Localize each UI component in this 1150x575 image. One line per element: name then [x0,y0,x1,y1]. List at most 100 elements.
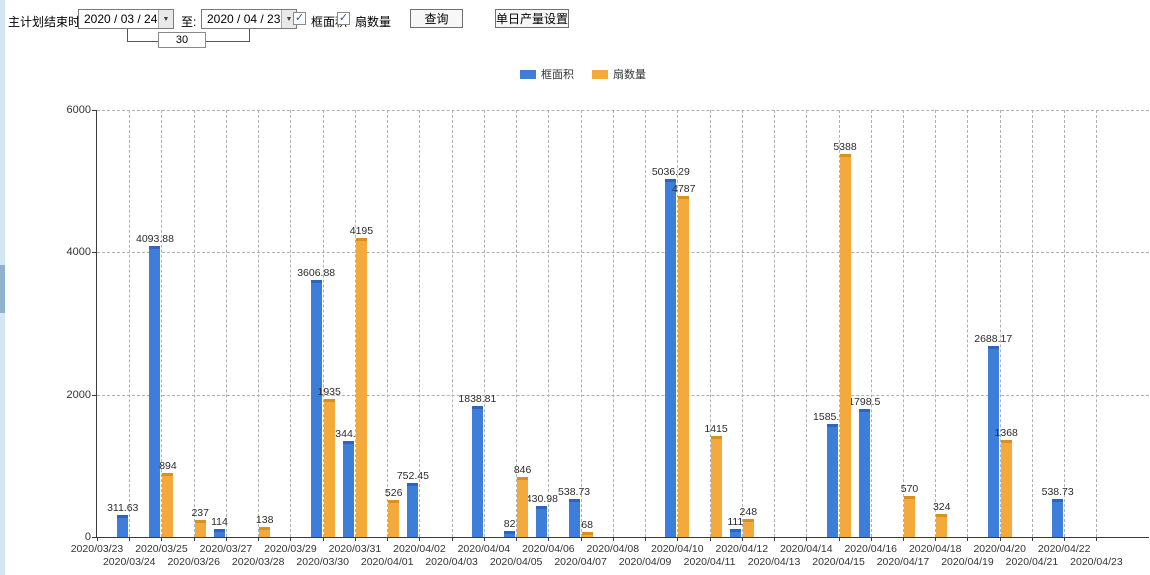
days-input[interactable]: 30 [158,32,206,48]
x-axis-tick [451,537,453,541]
bar-frame-area [342,441,354,537]
bar-value-label: 4093.88 [135,232,174,245]
x-axis-date-label: 2020/03/26 [167,556,220,568]
bar-top-cap [536,506,548,510]
x-axis-tick [1031,537,1033,541]
x-gridline [1031,110,1033,537]
x-axis-date-label: 2020/04/05 [489,556,543,568]
bar-value-label: 538.73 [1041,485,1074,498]
bar-top-cap [568,498,580,502]
x-axis-tick [999,537,1001,541]
bar-value-label: 894 [159,460,177,473]
bar-top-cap [504,531,516,535]
bar-value-label: 752.45 [396,470,429,483]
date-to-value: 2020 / 04 / 23 [207,12,281,26]
bar-chart-plot-area: 0 2000 4000 6000 2020/03/23 2020/03/24 2020/03… [67,104,1149,568]
toolbar: 主计划结束时间: 2020 / 03 / 24 ▼ 至: 2020 / 04 /… [0,0,1150,58]
bar-value-label: 1935 [317,386,341,399]
bar-fan-count [581,532,593,537]
x-axis-tick [645,537,647,541]
x-axis-tick [483,537,485,541]
x-axis-date-label: 2020/03/25 [135,543,188,555]
x-gridline [225,110,227,537]
x-gridline [741,110,743,537]
bar-frame-area [536,506,548,537]
bar-top-cap [310,280,322,284]
x-gridline [129,110,131,537]
x-axis-date-label: 2020/04/14 [779,543,833,555]
x-gridline [161,110,163,537]
left-panel-strip-thumb [0,265,5,313]
bar-top-cap [936,513,948,517]
bar-top-cap [517,476,529,480]
x-axis-tick [322,537,324,541]
bar-top-cap [710,436,722,440]
frame-area-swatch-icon [520,69,536,79]
x-gridline [516,110,518,537]
bar-value-label: 111 [727,516,744,529]
chevron-down-icon: ▼ [162,15,170,23]
x-axis-line [97,537,1149,538]
bar-value-label: 82 [503,518,516,531]
fan-count-checkbox[interactable]: ✓ [337,12,350,25]
bar-fan-count [388,499,400,537]
bar-top-cap [407,483,419,487]
bar-top-cap [213,528,225,532]
x-gridline [322,110,324,537]
bar-fan-count [742,519,754,537]
bracket-line-right-horizontal [206,41,249,42]
x-gridline [354,110,356,537]
x-gridline [967,110,969,537]
date-to-dropdown-button[interactable]: ▼ [281,10,296,28]
bar-frame-area [858,409,870,537]
x-axis-date-label: 2020/04/07 [554,556,607,568]
bar-value-label: 570 [900,483,919,496]
query-button[interactable]: 查询 [410,9,463,28]
bar-frame-area [213,528,225,537]
bar-value-label: 237 [191,507,209,520]
x-axis-tick [870,537,872,541]
bar-top-cap [581,532,593,536]
date-from-dropdown-button[interactable]: ▼ [158,10,173,28]
bar-value-label: 430.98 [525,493,558,506]
check-icon: ✓ [294,12,305,24]
bar-top-cap [826,424,838,428]
x-axis-date-label: 2020/04/19 [941,556,994,568]
bar-value-label: 1838.81 [458,393,497,406]
frame-area-checkbox[interactable]: ✓ [293,12,306,25]
bar-fan-count [517,476,529,537]
bar-value-label: 5036.29 [651,165,690,178]
x-axis-tick [387,537,389,541]
bar-fan-count [936,513,948,537]
x-axis-date-label: 2020/03/24 [102,556,156,568]
check-icon: ✓ [338,12,349,24]
x-gridline [806,110,808,537]
bar-frame-area [504,531,516,537]
x-gridline [580,110,582,537]
x-axis-tick [774,537,776,541]
bracket-line-left-horizontal [127,41,158,42]
bar-value-label: 138 [255,514,274,527]
x-axis-tick [419,537,421,541]
bar-top-cap [904,496,915,500]
chart-legend: 框面积 扇数量 [520,66,646,82]
x-axis-date-label: 2020/04/03 [425,556,478,568]
x-gridline [1096,110,1098,537]
x-axis-date-label: 2020/04/21 [1005,556,1059,568]
date-to-combobox[interactable]: 2020 / 04 / 23 ▼ [201,9,297,29]
bar-fan-count [839,153,851,537]
bar-top-cap [678,196,690,200]
x-axis-tick [1064,537,1066,541]
x-gridline [193,110,195,537]
bar-fan-count [194,520,206,537]
legend-fan-count-label: 扇数量 [613,69,646,81]
bar-value-label: 114 [211,515,228,528]
x-axis-date-label: 2020/04/10 [651,543,704,555]
daily-output-settings-button[interactable]: 单日产量设置 [495,9,569,28]
x-gridline [548,110,550,537]
bar-value-label: 248 [739,506,758,519]
bar-value-label: 2688.17 [974,332,1013,345]
x-axis-tick [548,537,550,541]
x-axis-date-label: 2020/04/04 [457,543,511,555]
date-from-combobox[interactable]: 2020 / 03 / 24 ▼ [78,9,174,29]
